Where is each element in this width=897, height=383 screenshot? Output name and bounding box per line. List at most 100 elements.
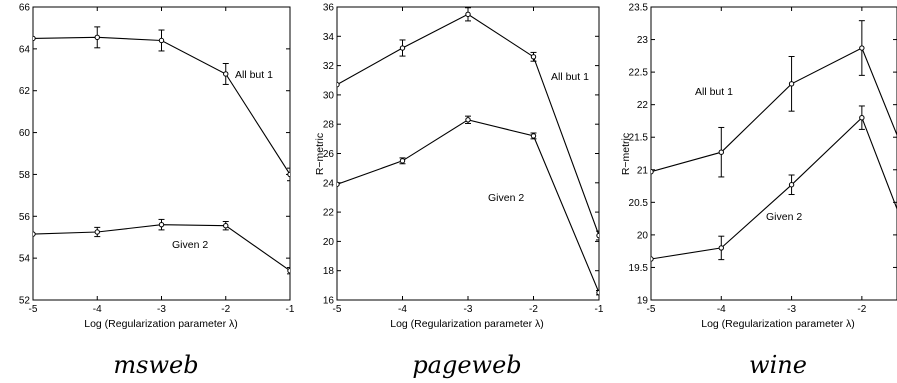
y-axis-label: R−metric [620,133,632,175]
y-tick-label: 26 [323,149,335,160]
panel-msweb: -5 -4 -3 -2 -1 52 54 56 58 60 62 64 66 Log (Regular… [19,3,295,380]
data-point [718,149,724,155]
data-point [718,245,724,251]
x-tick-label: -1 [286,304,295,315]
data-point [596,232,599,239]
data-point [33,35,36,42]
series-line-given-2 [651,116,897,260]
series-label-given-2: Given 2 [172,239,208,251]
data-point [94,229,100,235]
x-tick-label: -3 [787,304,796,315]
data-point [859,45,865,51]
y-tick-label: 21.5 [629,133,649,144]
data-point [788,182,795,188]
series-line-all-but-1 [33,36,290,175]
x-axis-label: Log (Regularization parameter λ) [84,318,238,330]
y-tick-label: 56 [19,212,31,223]
data-point [33,231,36,237]
x-tick-label: -1 [595,304,604,315]
series-line-all-but-1 [651,47,897,173]
y-tick-label: 58 [19,170,31,181]
data-point [94,34,100,41]
y-tick-label: 22 [637,100,649,111]
data-point [530,54,537,60]
series-line-given-2 [337,119,599,293]
series-marks [651,20,897,262]
series-label-all-but-1: All but 1 [551,71,589,83]
y-tick-label: 20 [637,230,649,241]
data-point [651,256,654,262]
plot-frame [336,6,600,301]
x-tick-label: -2 [221,304,230,315]
series-label-given-2: Given 2 [488,192,524,204]
series-label-given-2: Given 2 [766,211,802,223]
data-point [158,37,165,44]
x-tick-label: -2 [529,304,538,315]
y-tick-label: 19 [637,296,649,307]
x-axis-label: Log (Regularization parameter λ) [701,318,855,330]
data-point [337,181,340,187]
x-ticks: -5 -4 -3 -2 [647,7,867,315]
x-tick-label: -2 [857,304,866,315]
data-point [465,117,471,123]
x-ticks: -5 -4 -3 -2 -1 [333,7,604,315]
y-tick-label: 32 [323,61,335,72]
y-tick-label: 28 [323,120,335,131]
y-tick-label: 20.5 [629,198,649,209]
data-point [399,45,406,51]
series-label-all-but-1: All but 1 [235,69,273,81]
y-tick-label: 22 [323,208,335,219]
x-tick-label: -5 [333,304,342,315]
y-tick-label: 18 [323,266,335,277]
y-tick-label: 62 [19,86,31,97]
series-marks [33,26,290,275]
x-tick-label: -4 [93,304,102,315]
y-ticks: 16 18 20 22 24 26 28 30 32 34 36 [323,3,599,307]
data-point [859,114,865,121]
data-point [596,289,599,296]
x-tick-label: -5 [29,304,38,315]
data-point [465,11,471,18]
x-tick-label: -3 [464,304,473,315]
panel-caption: wine [749,351,807,379]
x-tick-label: -4 [717,304,726,315]
x-axis-label: Log (Regularization parameter λ) [390,318,544,330]
data-point [223,223,229,229]
y-tick-label: 60 [19,128,31,139]
x-tick-label: -3 [157,304,166,315]
series-line-given-2 [33,224,290,272]
data-point [158,221,165,228]
y-tick-label: 66 [19,3,31,14]
data-point [399,158,406,164]
data-point [337,81,340,88]
x-tick-label: -5 [647,304,656,315]
data-point [223,71,229,77]
y-axis-label: R−metric [314,133,326,175]
plot-frame [650,6,897,301]
y-tick-label: 54 [19,254,31,265]
y-tick-label: 30 [323,90,335,101]
panel-caption: msweb [113,351,198,379]
data-point [651,169,654,175]
y-tick-label: 34 [323,32,335,43]
x-tick-label: -4 [398,304,407,315]
y-tick-label: 23.5 [629,3,649,14]
y-tick-label: 64 [19,44,31,55]
series-line-all-but-1 [337,13,599,236]
y-tick-label: 19.5 [629,263,649,274]
data-point [287,268,290,274]
y-tick-label: 16 [323,296,335,307]
y-tick-label: 52 [19,296,31,307]
x-ticks: -5 -4 -3 -2 -1 [29,7,295,315]
panel-pageweb: -5 -4 -3 -2 -1 16 18 20 22 24 26 28 30 32 34 36 Log (R… [314,3,604,380]
y-tick-label: 24 [323,178,335,189]
data-point [788,81,795,87]
series-marks [337,7,599,296]
y-tick-label: 21 [637,165,649,176]
y-tick-label: 22.5 [629,68,649,79]
panel-caption: pageweb [412,351,521,379]
data-point [287,171,290,178]
data-point [530,133,537,139]
panel-wine: -5 -4 -3 -2 1919.52020.52121.52222.52323.5 … [620,3,897,379]
